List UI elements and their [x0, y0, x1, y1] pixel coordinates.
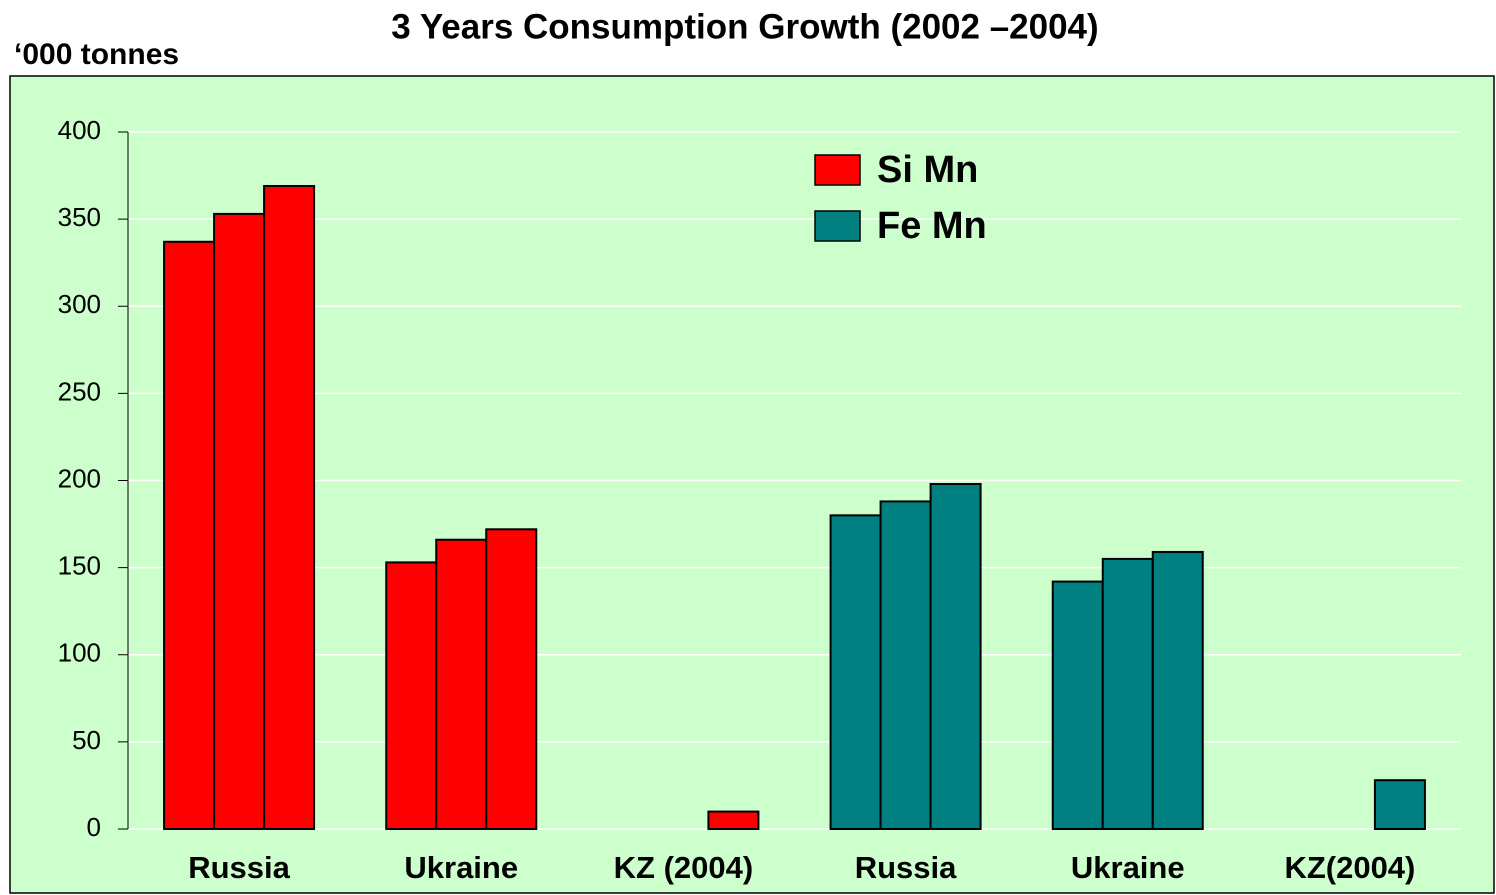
y-tick-label: 0	[87, 812, 101, 842]
y-tick-label: 250	[58, 376, 101, 406]
y-tick-label: 200	[58, 463, 101, 493]
bar	[879, 500, 932, 830]
y-tick-label: 100	[58, 638, 101, 668]
x-tick-label: Russia	[188, 850, 290, 885]
legend-label: Si Mn	[877, 149, 978, 191]
x-tick-label: KZ(2004)	[1284, 850, 1415, 885]
legend-swatch	[814, 210, 861, 242]
x-tick-label: KZ (2004)	[614, 850, 754, 885]
x-tick-label: Ukraine	[1071, 850, 1185, 885]
bar	[1101, 557, 1154, 830]
x-tick-label: Russia	[855, 850, 957, 885]
bar	[213, 212, 266, 830]
y-tick-label: 300	[58, 289, 101, 319]
legend-label: Fe Mn	[877, 205, 987, 247]
y-axis-label: ‘000 tonnes	[14, 38, 179, 71]
bar	[385, 561, 438, 831]
y-tick-label: 150	[58, 551, 101, 581]
bar	[1373, 779, 1426, 831]
legend-swatch	[814, 154, 861, 186]
bar	[829, 514, 882, 830]
bar	[263, 185, 316, 830]
y-tick-label: 50	[72, 725, 101, 755]
chart-title: 3 Years Consumption Growth (2002 –2004)	[391, 7, 1098, 46]
bar	[929, 482, 982, 830]
y-tick-label: 400	[58, 115, 101, 145]
bar	[1151, 550, 1204, 830]
bar	[707, 810, 760, 831]
bar	[1051, 580, 1104, 830]
x-tick-label: Ukraine	[404, 850, 518, 885]
bar	[435, 538, 488, 830]
bar	[163, 240, 216, 830]
y-tick-label: 350	[58, 202, 101, 232]
bar	[485, 528, 538, 830]
